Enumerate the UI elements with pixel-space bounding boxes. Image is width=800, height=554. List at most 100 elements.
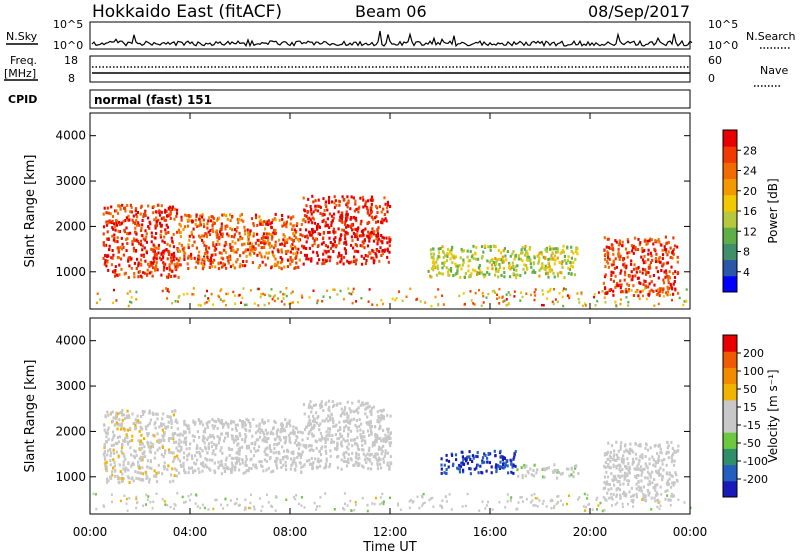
velocity-y-tick-label: 4000 (55, 334, 86, 348)
velocity-cell-2 (387, 430, 390, 434)
velocity-cell-2 (351, 401, 354, 405)
velocity-cell-1 (183, 440, 186, 444)
power-cell-4 (637, 266, 640, 269)
velocity-ground-cell (656, 492, 659, 496)
power-cell-2 (352, 215, 356, 219)
velocity-cell-4 (521, 473, 524, 477)
power-ground-cell (496, 297, 498, 300)
power-cell-1 (243, 232, 247, 236)
power-cell-4 (631, 278, 634, 282)
power-cell-2 (307, 257, 310, 261)
velocity-cell-3 (474, 454, 477, 458)
power-cell-4 (612, 289, 615, 293)
velocity-cell-2 (330, 440, 333, 444)
velocity-ground-cell (164, 503, 167, 506)
velocity-cell-1 (276, 466, 279, 470)
power-cell-2 (354, 199, 357, 203)
velocity-cell-2 (329, 449, 332, 453)
power-cell-0 (108, 244, 111, 248)
power-cell-0 (125, 238, 128, 242)
power-cell-4 (661, 253, 665, 257)
power-cell-4 (669, 256, 672, 259)
power-cell-3 (514, 255, 517, 259)
power-cell-4 (650, 288, 653, 292)
velocity-cell-2 (322, 409, 325, 412)
power-cell-0 (106, 206, 109, 210)
velocity-cell-2 (386, 439, 389, 443)
power-cell-2 (327, 231, 330, 234)
velocity-cell-1 (206, 425, 209, 429)
velocity-cell-0 (116, 436, 119, 440)
velocity-cell-0 (157, 463, 160, 467)
velocity-cell-1 (199, 447, 202, 451)
power-cell-2 (340, 213, 343, 217)
velocity-cell-5 (642, 497, 645, 501)
velocity-cell-5 (671, 447, 674, 450)
power-cell-2 (316, 204, 319, 208)
power-cell-1 (220, 225, 223, 229)
velocity-cell-5 (664, 490, 667, 493)
velocity-cell-1 (236, 451, 239, 455)
power-cell-2 (306, 210, 309, 214)
velocity-ground-cell (430, 497, 432, 500)
power-cell-2 (368, 213, 371, 217)
velocity-cell-5 (670, 460, 674, 464)
velocity-cell-2 (312, 404, 315, 407)
velocity-cell-3 (487, 451, 490, 455)
power-cell-4 (638, 270, 642, 274)
power-ground-cell (371, 303, 374, 306)
power-cell-3 (521, 251, 524, 255)
velocity-cell-5 (608, 466, 611, 470)
power-cell-1 (195, 213, 198, 217)
power-ground-cell (581, 304, 584, 308)
velocity-cell-5 (632, 450, 635, 454)
velocity-cell-5 (643, 467, 646, 471)
power-cell-0 (147, 216, 150, 220)
power-cell-4 (653, 283, 656, 287)
power-cell-3 (500, 258, 503, 262)
velocity-cell-3 (503, 465, 506, 469)
power-cell-0 (163, 235, 166, 239)
power-ground-cell (634, 290, 637, 294)
power-cell-1 (254, 241, 257, 245)
velocity-cell-1 (272, 432, 275, 436)
power-cell-1 (212, 216, 215, 220)
velocity-ground-cell (525, 497, 528, 501)
velocity-cell-5 (668, 477, 671, 481)
power-cell-2 (335, 244, 338, 248)
power-cell-3 (475, 245, 478, 249)
power-ground-cell (601, 290, 604, 293)
power-cell-2 (309, 218, 312, 222)
power-ground-cell (580, 292, 583, 296)
power-cell-2 (328, 195, 331, 199)
velocity-cell-3 (462, 470, 465, 474)
power-cell-2 (355, 207, 358, 211)
velocity-cell-1 (274, 437, 277, 441)
power-cell-1 (210, 256, 213, 260)
velocity-cell-5 (673, 459, 676, 463)
power-cell-3 (525, 251, 528, 255)
power-cell-2 (310, 212, 313, 216)
velocity-cell-2 (302, 403, 306, 406)
power-cell-1 (264, 263, 267, 267)
power-cell-1 (216, 239, 219, 243)
velocity-cell-0 (131, 434, 134, 438)
velocity-cell-2 (359, 432, 362, 436)
velocity-cell-1 (214, 453, 217, 457)
velocity-cell-1 (235, 429, 238, 432)
power-cell-0 (125, 216, 128, 220)
velocity-cell-4 (532, 474, 536, 478)
power-ground-cell (678, 296, 681, 300)
power-cell-0 (160, 217, 163, 221)
velocity-cell-1 (247, 466, 251, 470)
velocity-cell-0 (166, 425, 170, 429)
power-cell-1 (296, 222, 299, 226)
power-cell-4 (647, 285, 650, 289)
power-ground-cell (232, 290, 235, 294)
velocity-cell-2 (356, 457, 359, 461)
velocity-cell-1 (215, 446, 218, 450)
power-cell-2 (305, 253, 308, 257)
velocity-cell-2 (366, 452, 369, 456)
velocity-cell-3 (459, 465, 463, 469)
power-cell-1 (279, 261, 282, 265)
